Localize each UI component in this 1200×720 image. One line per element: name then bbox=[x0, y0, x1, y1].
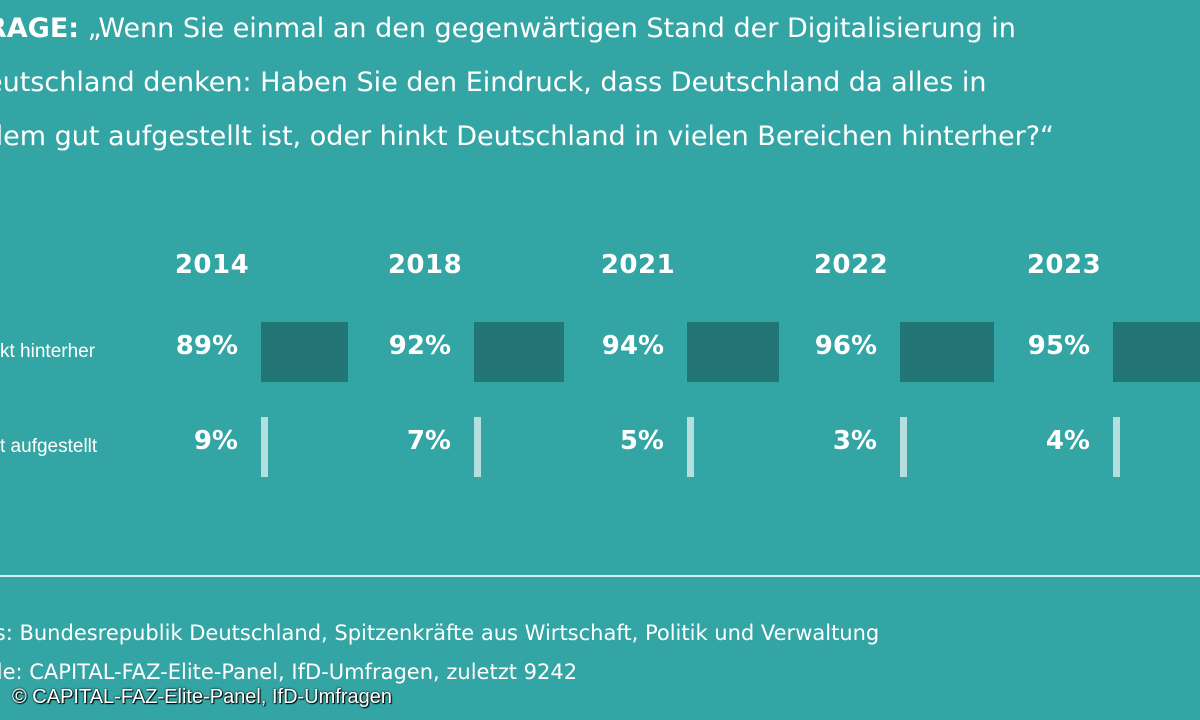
value-label-0-2021: 94% bbox=[601, 331, 664, 361]
value-label-0-2018: 92% bbox=[388, 331, 451, 361]
bar-0-2014 bbox=[261, 322, 348, 382]
value-label-1-2014: 9% bbox=[193, 426, 238, 456]
bar-1-2021 bbox=[687, 417, 694, 477]
value-label-0-2023: 95% bbox=[1027, 331, 1090, 361]
year-label-2014: 2014 bbox=[174, 250, 250, 280]
bar-0-2023 bbox=[1113, 322, 1200, 382]
image-credit: © CAPITAL-FAZ-Elite-Panel, IfD-Umfragen bbox=[12, 686, 393, 708]
divider bbox=[0, 575, 1200, 577]
question-line-2: eutschland denken: Haben Sie den Eindruc… bbox=[0, 67, 987, 98]
row-label-1: t aufgestellt bbox=[0, 436, 98, 457]
value-label-0-2022: 96% bbox=[814, 331, 877, 361]
value-label-1-2018: 7% bbox=[406, 426, 451, 456]
year-label-2022: 2022 bbox=[813, 250, 889, 280]
year-label-2018: 2018 bbox=[387, 250, 463, 280]
value-label-1-2023: 4% bbox=[1045, 426, 1090, 456]
source-note: elle: CAPITAL-FAZ-Elite-Panel, IfD-Umfra… bbox=[0, 660, 578, 684]
question-text: RAGE: „Wenn Sie einmal an den gegenwärti… bbox=[0, 2, 1186, 164]
bar-0-2022 bbox=[900, 322, 994, 382]
question-line-1-text: „Wenn Sie einmal an den gegenwärtigen St… bbox=[79, 13, 1016, 44]
bar-0-2021 bbox=[687, 322, 779, 382]
question-line-1: RAGE: „Wenn Sie einmal an den gegenwärti… bbox=[0, 2, 1186, 56]
value-label-1-2021: 5% bbox=[619, 426, 664, 456]
basis-note: sis: Bundesrepublik Deutschland, Spitzen… bbox=[0, 621, 880, 645]
bar-0-2018 bbox=[474, 322, 564, 382]
question-line-3: dem gut aufgestellt ist, oder hinkt Deut… bbox=[0, 121, 1055, 152]
bar-1-2023 bbox=[1113, 417, 1120, 477]
question-lead: RAGE: bbox=[0, 13, 80, 44]
bar-1-2018 bbox=[474, 417, 481, 477]
bar-1-2014 bbox=[261, 417, 268, 477]
bar-1-2022 bbox=[900, 417, 907, 477]
row-label-0: kt hinterher bbox=[0, 341, 96, 362]
year-label-2023: 2023 bbox=[1026, 250, 1102, 280]
year-label-2021: 2021 bbox=[600, 250, 676, 280]
value-label-0-2014: 89% bbox=[175, 331, 238, 361]
value-label-1-2022: 3% bbox=[832, 426, 877, 456]
